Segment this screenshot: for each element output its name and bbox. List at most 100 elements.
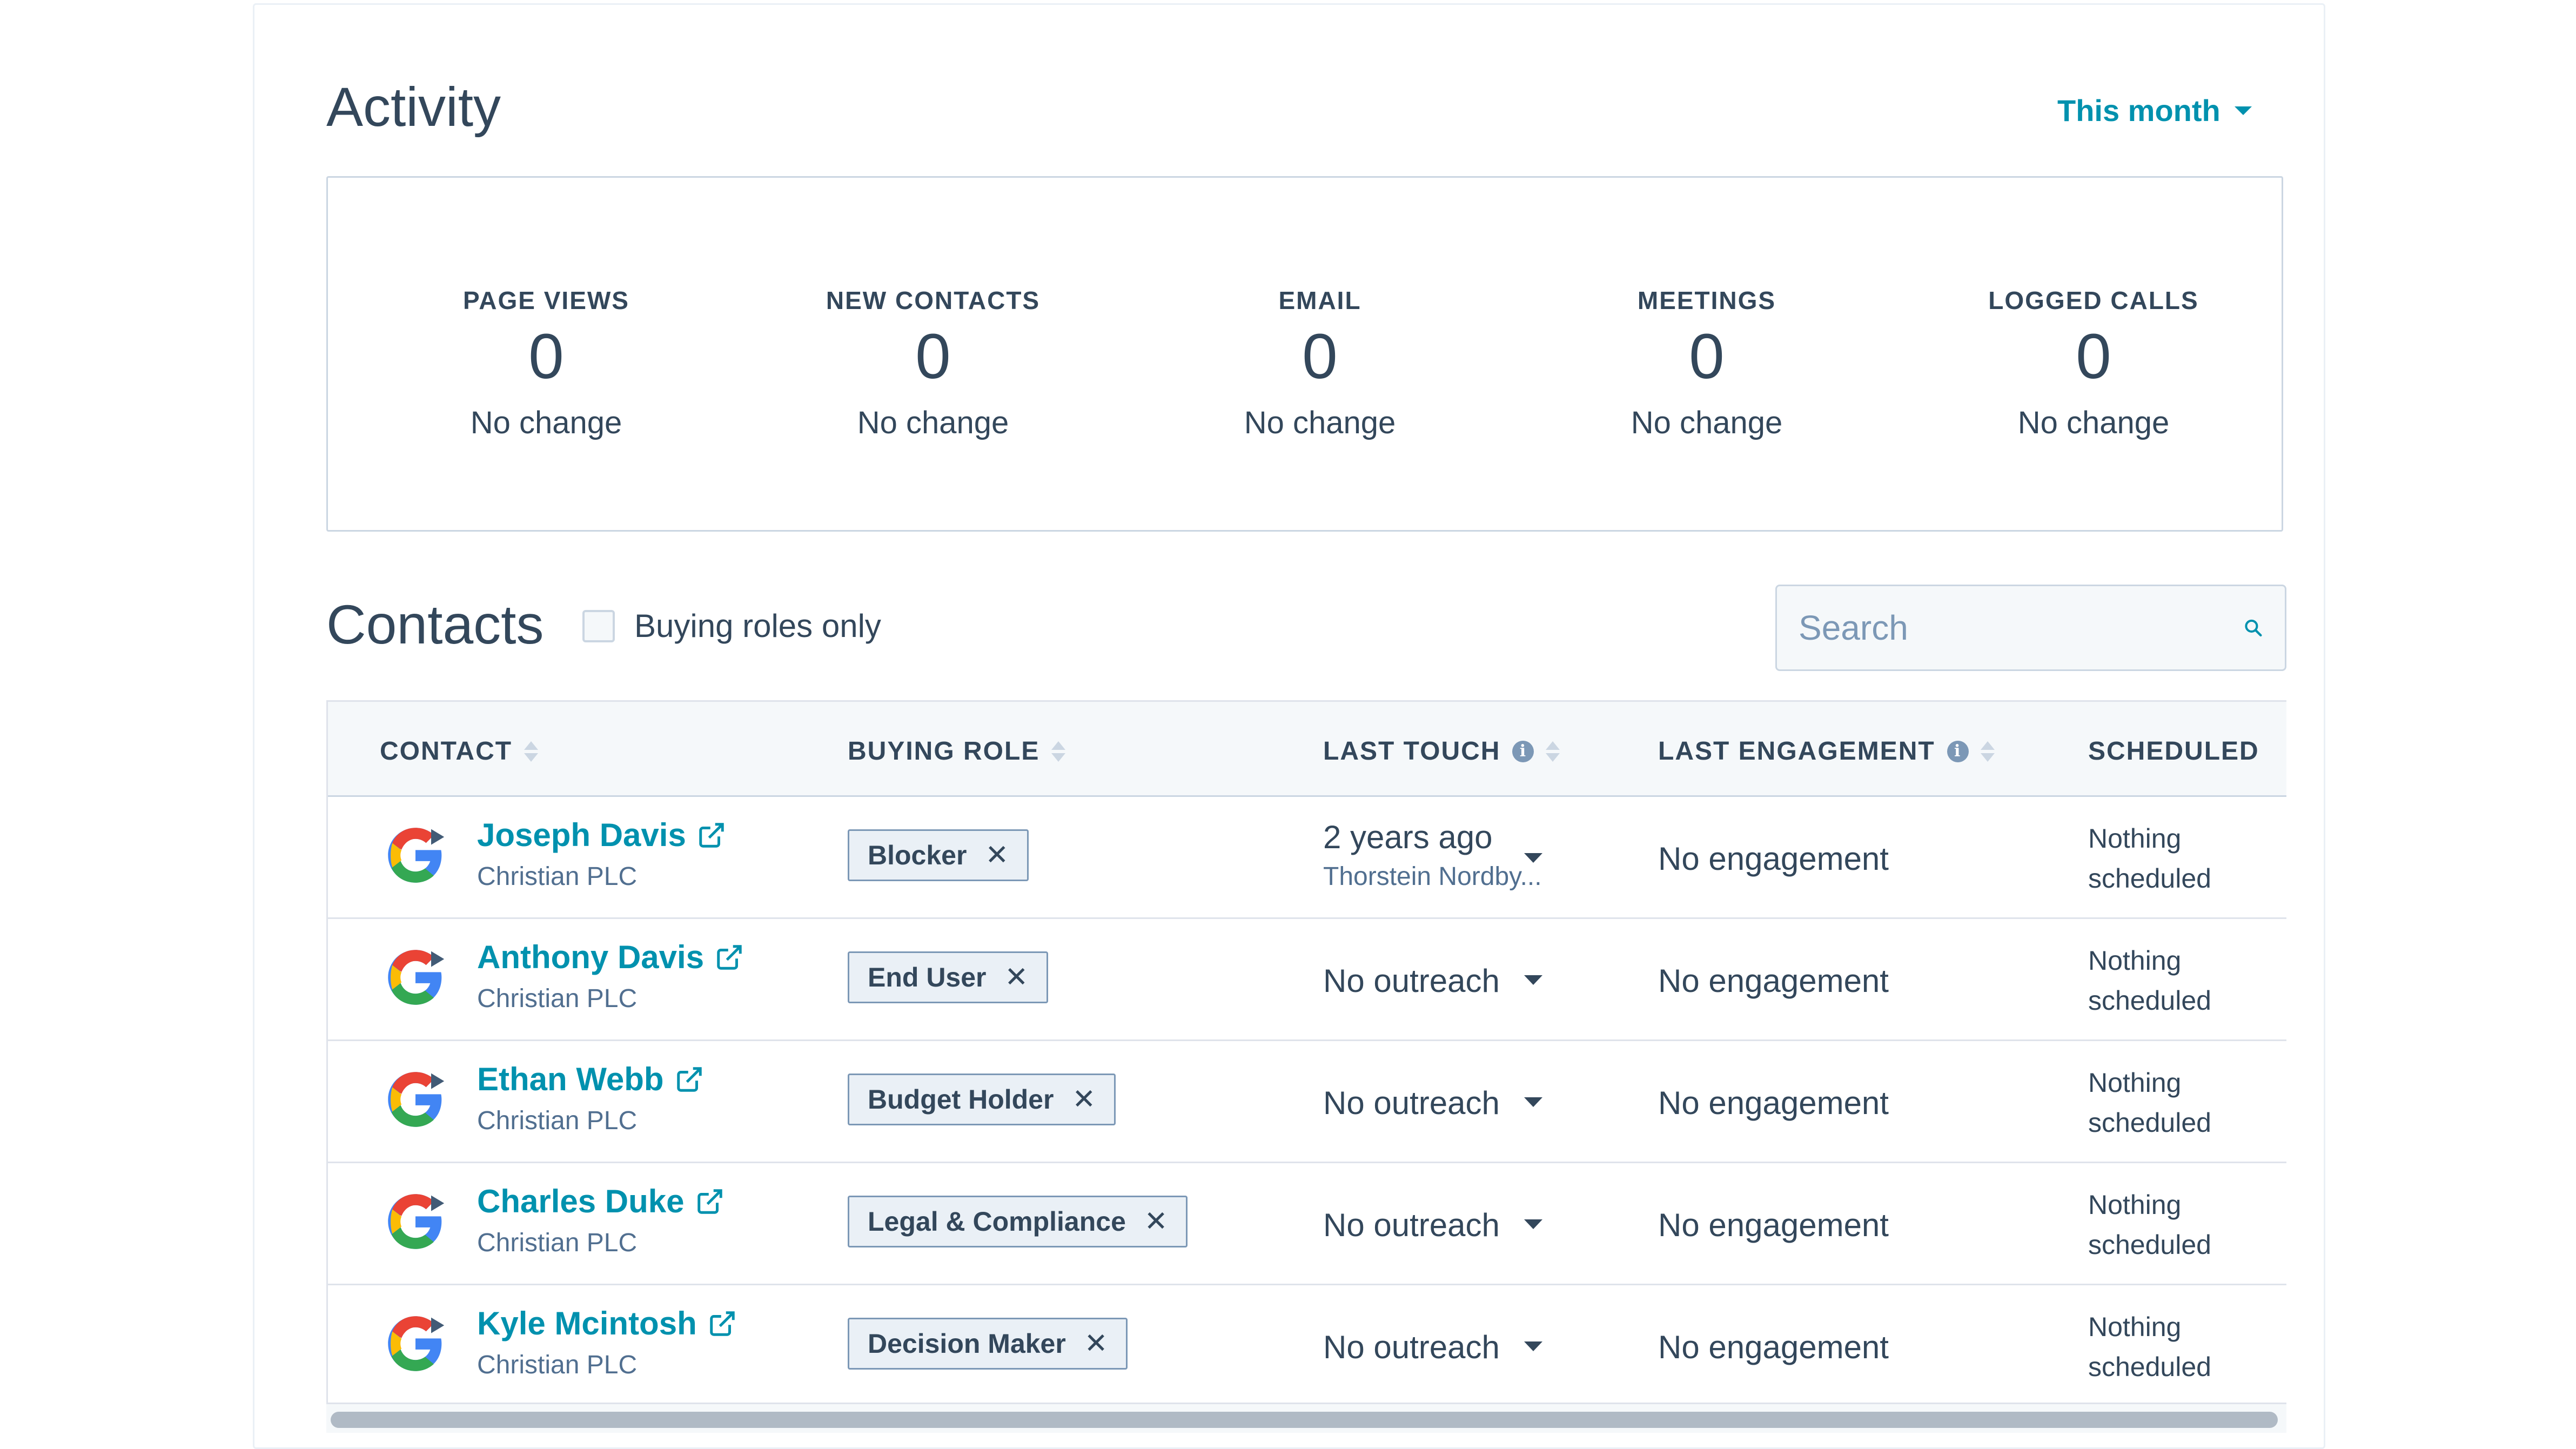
stat-value: 0 <box>528 321 564 392</box>
contact-company: Christian PLC <box>477 984 638 1013</box>
external-link-icon[interactable] <box>675 1065 704 1094</box>
stat-change: No change <box>470 405 622 440</box>
info-icon[interactable]: i <box>1947 740 1969 762</box>
external-link-icon[interactable] <box>695 1187 725 1216</box>
stat-change: No change <box>1631 405 1783 440</box>
google-logo-icon <box>388 1072 445 1127</box>
stat-email: EMAIL 0 No change <box>1152 286 1487 441</box>
sort-icon[interactable] <box>524 741 539 762</box>
close-icon[interactable]: ✕ <box>985 840 1009 871</box>
buying-role-label: Legal & Compliance <box>868 1206 1126 1237</box>
contacts-title: Contacts <box>326 594 544 655</box>
scheduled-status: Nothing scheduled <box>2088 1312 2211 1382</box>
table-row: Kyle Mcintosh Christian PLC Decision Mak… <box>328 1285 2286 1403</box>
google-logo-icon <box>388 1316 445 1371</box>
sort-icon[interactable] <box>1980 741 1995 762</box>
buying-role-tag: End User ✕ <box>848 951 1049 1003</box>
info-icon[interactable]: i <box>1512 740 1534 762</box>
column-last-touch[interactable]: LAST TOUCH i <box>1323 736 1560 766</box>
activity-stats-panel: PAGE VIEWS 0 No change NEW CONTACTS 0 No… <box>326 176 2283 532</box>
buying-role-tag: Legal & Compliance ✕ <box>848 1196 1188 1247</box>
contact-company: Christian PLC <box>477 1351 638 1379</box>
stat-value: 0 <box>1689 321 1725 392</box>
buying-role-label: Budget Holder <box>868 1084 1054 1115</box>
close-icon[interactable]: ✕ <box>1144 1206 1168 1237</box>
sort-icon[interactable] <box>1051 741 1066 762</box>
contact-company: Christian PLC <box>477 1229 638 1257</box>
buying-role-dropdown[interactable] <box>1524 853 1542 863</box>
activity-title: Activity <box>326 76 501 138</box>
table-header: CONTACT BUYING ROLE LAST TOUCH i LAST EN… <box>328 702 2286 797</box>
close-icon[interactable]: ✕ <box>1072 1084 1096 1115</box>
contacts-search <box>1775 585 2286 671</box>
external-link-icon[interactable] <box>715 943 744 972</box>
close-icon[interactable]: ✕ <box>1004 962 1029 993</box>
date-range-label: This month <box>2057 93 2221 128</box>
last-engagement: No engagement <box>1658 963 1889 999</box>
last-touch-owner: Thorstein Nordby... <box>1323 862 1542 891</box>
buying-roles-label: Buying roles only <box>634 608 881 644</box>
contact-company: Christian PLC <box>477 862 638 891</box>
buying-role-dropdown[interactable] <box>1524 1341 1542 1351</box>
last-touch: No outreach <box>1323 1207 1500 1243</box>
last-touch: No outreach <box>1323 1085 1500 1121</box>
column-label: CONTACT <box>380 737 513 766</box>
stat-value: 0 <box>1302 321 1338 392</box>
contact-name-link[interactable]: Anthony Davis <box>477 938 744 976</box>
column-last-engagement[interactable]: LAST ENGAGEMENT i <box>1658 736 1995 766</box>
last-engagement: No engagement <box>1658 1085 1889 1121</box>
contact-name-link[interactable]: Ethan Webb <box>477 1061 704 1098</box>
buying-role-label: Decision Maker <box>868 1329 1066 1359</box>
buying-role-dropdown[interactable] <box>1524 1219 1542 1229</box>
buying-role-dropdown[interactable] <box>1524 975 1542 985</box>
external-link-icon[interactable] <box>708 1309 737 1338</box>
date-range-dropdown[interactable]: This month <box>2057 93 2252 128</box>
stat-change: No change <box>857 405 1009 440</box>
google-logo-icon <box>388 1194 445 1249</box>
buying-role-tag: Decision Maker ✕ <box>848 1318 1128 1370</box>
contact-name-link[interactable]: Joseph Davis <box>477 816 726 854</box>
buying-roles-checkbox[interactable] <box>582 609 615 642</box>
search-icon[interactable] <box>2243 607 2263 648</box>
stat-label: EMAIL <box>1278 286 1361 314</box>
buying-role-dropdown[interactable] <box>1524 1097 1542 1107</box>
stat-value: 0 <box>2076 321 2111 392</box>
column-label: LAST TOUCH <box>1323 737 1501 766</box>
last-touch: 2 years ago <box>1323 819 1493 855</box>
google-logo-icon <box>388 950 445 1005</box>
contact-name-link[interactable]: Kyle Mcintosh <box>477 1305 737 1342</box>
scrollbar-thumb[interactable] <box>331 1412 2278 1428</box>
last-engagement: No engagement <box>1658 1207 1889 1243</box>
buying-role-tag: Budget Holder ✕ <box>848 1074 1116 1125</box>
stat-label: PAGE VIEWS <box>463 286 629 314</box>
column-buying-role[interactable]: BUYING ROLE <box>848 736 1066 766</box>
contact-name: Anthony Davis <box>477 939 705 975</box>
contact-name: Kyle Mcintosh <box>477 1305 697 1341</box>
sort-icon[interactable] <box>1546 741 1560 762</box>
contact-name-link[interactable]: Charles Duke <box>477 1183 725 1220</box>
close-icon[interactable]: ✕ <box>1084 1328 1108 1359</box>
horizontal-scrollbar[interactable] <box>326 1403 2286 1433</box>
scheduled-status: Nothing scheduled <box>2088 823 2211 894</box>
stat-logged-calls: LOGGED CALLS 0 No change <box>1926 286 2261 441</box>
column-label: SCHEDULED <box>2088 737 2259 766</box>
contact-company: Christian PLC <box>477 1106 638 1135</box>
last-engagement: No engagement <box>1658 841 1889 877</box>
stat-new-contacts: NEW CONTACTS 0 No change <box>766 286 1101 441</box>
scheduled-status: Nothing scheduled <box>2088 1068 2211 1138</box>
google-logo-icon <box>388 828 445 883</box>
caret-down-icon <box>2234 106 2252 115</box>
contact-name: Ethan Webb <box>477 1061 664 1097</box>
stat-label: NEW CONTACTS <box>826 286 1041 314</box>
last-touch: No outreach <box>1323 1329 1500 1365</box>
stat-value: 0 <box>915 321 951 392</box>
search-input[interactable] <box>1799 608 2243 648</box>
buying-roles-filter[interactable]: Buying roles only <box>582 607 881 645</box>
contact-name: Charles Duke <box>477 1183 685 1219</box>
column-contact[interactable]: CONTACT <box>380 736 539 766</box>
stat-label: LOGGED CALLS <box>1988 286 2199 314</box>
external-link-icon[interactable] <box>697 821 726 850</box>
last-touch: No outreach <box>1323 963 1500 999</box>
table-row: Anthony Davis Christian PLC End User ✕ N… <box>328 919 2286 1041</box>
column-label: BUYING ROLE <box>848 737 1040 766</box>
